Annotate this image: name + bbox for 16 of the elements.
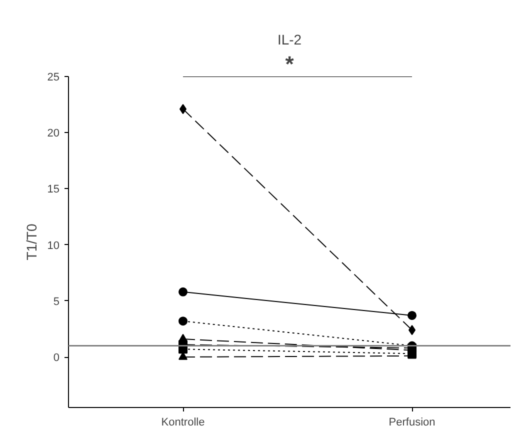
y-tick-label: 5 <box>53 296 60 308</box>
y-tick-label: 25 <box>47 72 60 84</box>
y-tick-label: 10 <box>47 240 60 252</box>
point <box>178 316 188 326</box>
y-axis-title: T1/T0 <box>23 224 40 260</box>
point <box>180 104 187 114</box>
point <box>178 287 188 296</box>
annotation: * <box>285 52 294 76</box>
chart-title: IL-2 <box>277 32 302 48</box>
point <box>408 325 416 336</box>
x-tick-label: Kontrolle <box>161 416 205 428</box>
point <box>408 311 417 320</box>
y-tick-label: 0 <box>53 352 60 364</box>
y-tick-label: 20 <box>47 128 60 140</box>
y-tick-label: 15 <box>47 184 60 196</box>
x-tick-label: Perfusion <box>388 416 436 428</box>
